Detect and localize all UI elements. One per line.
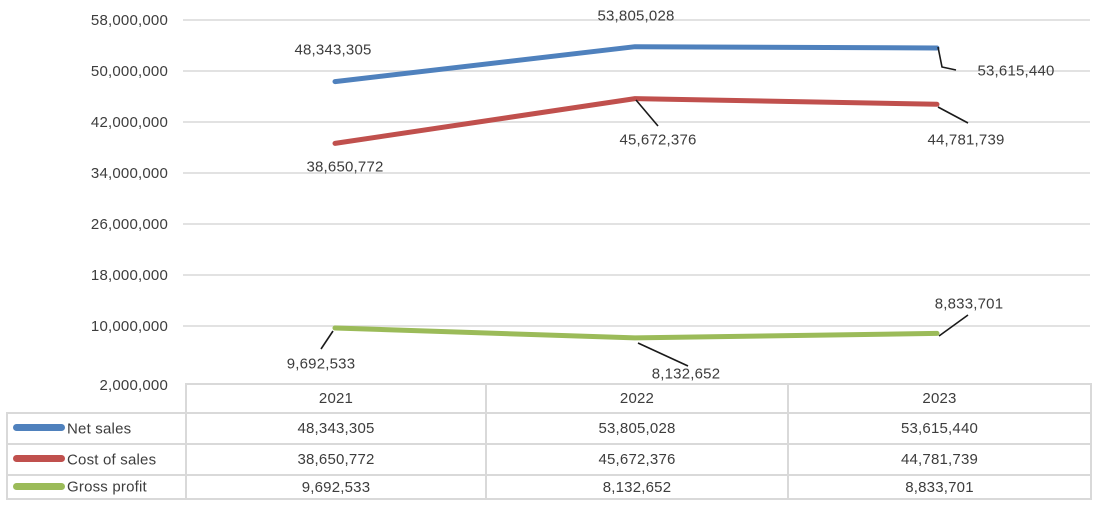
y-axis-tick-label: 26,000,000 (91, 216, 168, 233)
legend-cell-net-sales: Net sales (6, 412, 187, 445)
value-cell-gross-profit-2023: 8,833,701 (787, 474, 1092, 500)
y-axis-tick-label: 18,000,000 (91, 267, 168, 284)
series-name-label: Cost of sales (67, 451, 157, 469)
value-cell-gross-profit-2021: 9,692,533 (185, 474, 487, 500)
table-row: Gross profit 9,692,533 8,132,652 8,833,701 (6, 474, 1092, 500)
y-axis-tick-label: 10,000,000 (91, 318, 168, 335)
legend-cell-cost-of-sales: Cost of sales (6, 443, 187, 476)
data-label-leader-line (637, 342, 689, 367)
table-row: Net sales 48,343,305 53,805,028 53,615,440 (6, 412, 1092, 445)
value-cell-gross-profit-2022: 8,132,652 (485, 474, 789, 500)
data-table: 2021 2022 2023 Net sales 48,343,305 53,805,02… (6, 383, 1092, 500)
series-line-cost-of-sales (332, 96, 940, 146)
data-label-leader-line (937, 46, 957, 71)
y-axis-tick-label: 42,000,000 (91, 114, 168, 131)
data-label-leader-line (938, 314, 969, 337)
y-axis-tick-label: 34,000,000 (91, 165, 168, 182)
legend-marker-gross-profit-icon (13, 482, 65, 490)
data-label-leader-line (320, 330, 334, 350)
series-line-net-sales (332, 44, 940, 85)
value-cell-cost-of-sales-2021: 38,650,772 (185, 443, 487, 476)
legend-marker-cost-of-sales-icon (13, 455, 65, 463)
y-axis-tick-label: 2,000,000 (99, 377, 168, 394)
value-cell-cost-of-sales-2023: 44,781,739 (787, 443, 1092, 476)
value-cell-net-sales-2022: 53,805,028 (485, 412, 789, 445)
series-name-label: Net sales (67, 420, 132, 438)
year-header-2021: 2021 (185, 383, 487, 414)
y-axis-tick-label: 58,000,000 (91, 12, 168, 29)
y-axis-tick-label: 50,000,000 (91, 63, 168, 80)
table-header-row: 2021 2022 2023 (7, 383, 1092, 414)
legend-cell-gross-profit: Gross profit (6, 474, 187, 500)
value-cell-net-sales-2021: 48,343,305 (185, 412, 487, 445)
year-header-2022: 2022 (485, 383, 789, 414)
table-corner-cell (7, 384, 186, 413)
series-name-label: Gross profit (67, 478, 147, 496)
series-line-gross-profit (332, 325, 940, 341)
data-label-leader-line (635, 99, 659, 127)
value-cell-cost-of-sales-2022: 45,672,376 (485, 443, 789, 476)
table-row: Cost of sales 38,650,772 45,672,376 44,781,… (6, 443, 1092, 476)
year-header-2023: 2023 (787, 383, 1092, 414)
data-label-leader-line (937, 106, 969, 124)
legend-marker-net-sales-icon (13, 424, 65, 432)
value-cell-net-sales-2023: 53,615,440 (787, 412, 1092, 445)
